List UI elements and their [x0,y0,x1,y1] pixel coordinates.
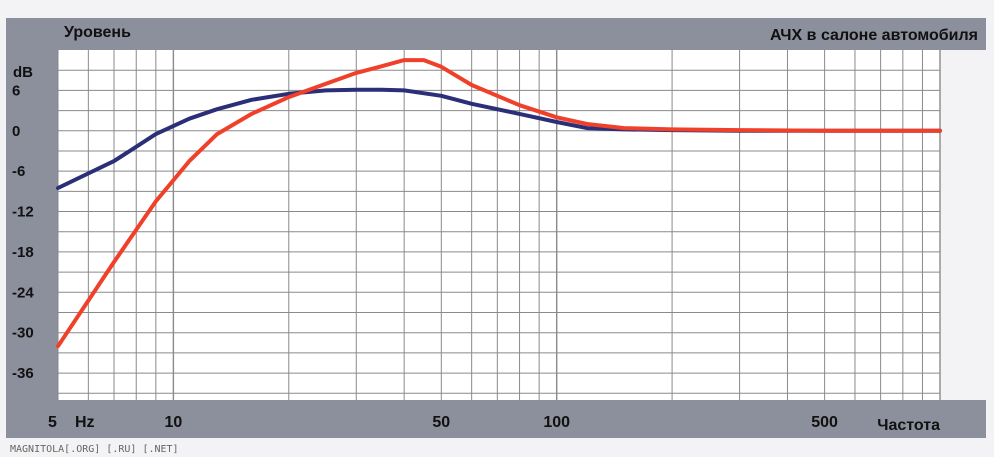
y-tick-label: -36 [12,365,34,382]
y-tick-label: -24 [12,284,34,301]
y-axis-unit: dB [13,64,33,81]
y-tick-label: -12 [12,204,34,221]
x-tick-labels: 5 10 50 100 500 [48,414,838,431]
x-axis-title: Частота [877,417,940,434]
y-tick-label: -18 [12,244,34,261]
y-axis-title: Уровень [64,24,131,41]
y-tick-labels: 6 0 -6 -12 -18 -24 -30 -36 [12,82,34,382]
x-tick-label: 50 [432,414,450,431]
series-group [56,58,942,349]
watermark-text: MAGNITOLA[.ORG] [.RU] [.NET] [10,444,179,455]
plot-area [58,50,940,400]
x-axis-unit: Hz [75,414,95,431]
y-tick-label: -30 [12,325,34,342]
chart-title: АЧХ в салоне автомобиля [770,27,978,44]
x-tick-label: 5 [48,414,57,431]
y-tick-label: 0 [12,123,20,140]
grid [57,50,941,400]
y-axis-band [6,18,58,420]
y-tick-label: -6 [12,163,25,180]
x-tick-label: 10 [164,414,182,431]
x-tick-label: 500 [811,414,838,431]
x-axis-band [6,400,986,438]
series-line-red [56,58,942,349]
y-tick-label: 6 [12,82,20,99]
x-tick-label: 100 [543,414,570,431]
header-band [6,18,986,50]
